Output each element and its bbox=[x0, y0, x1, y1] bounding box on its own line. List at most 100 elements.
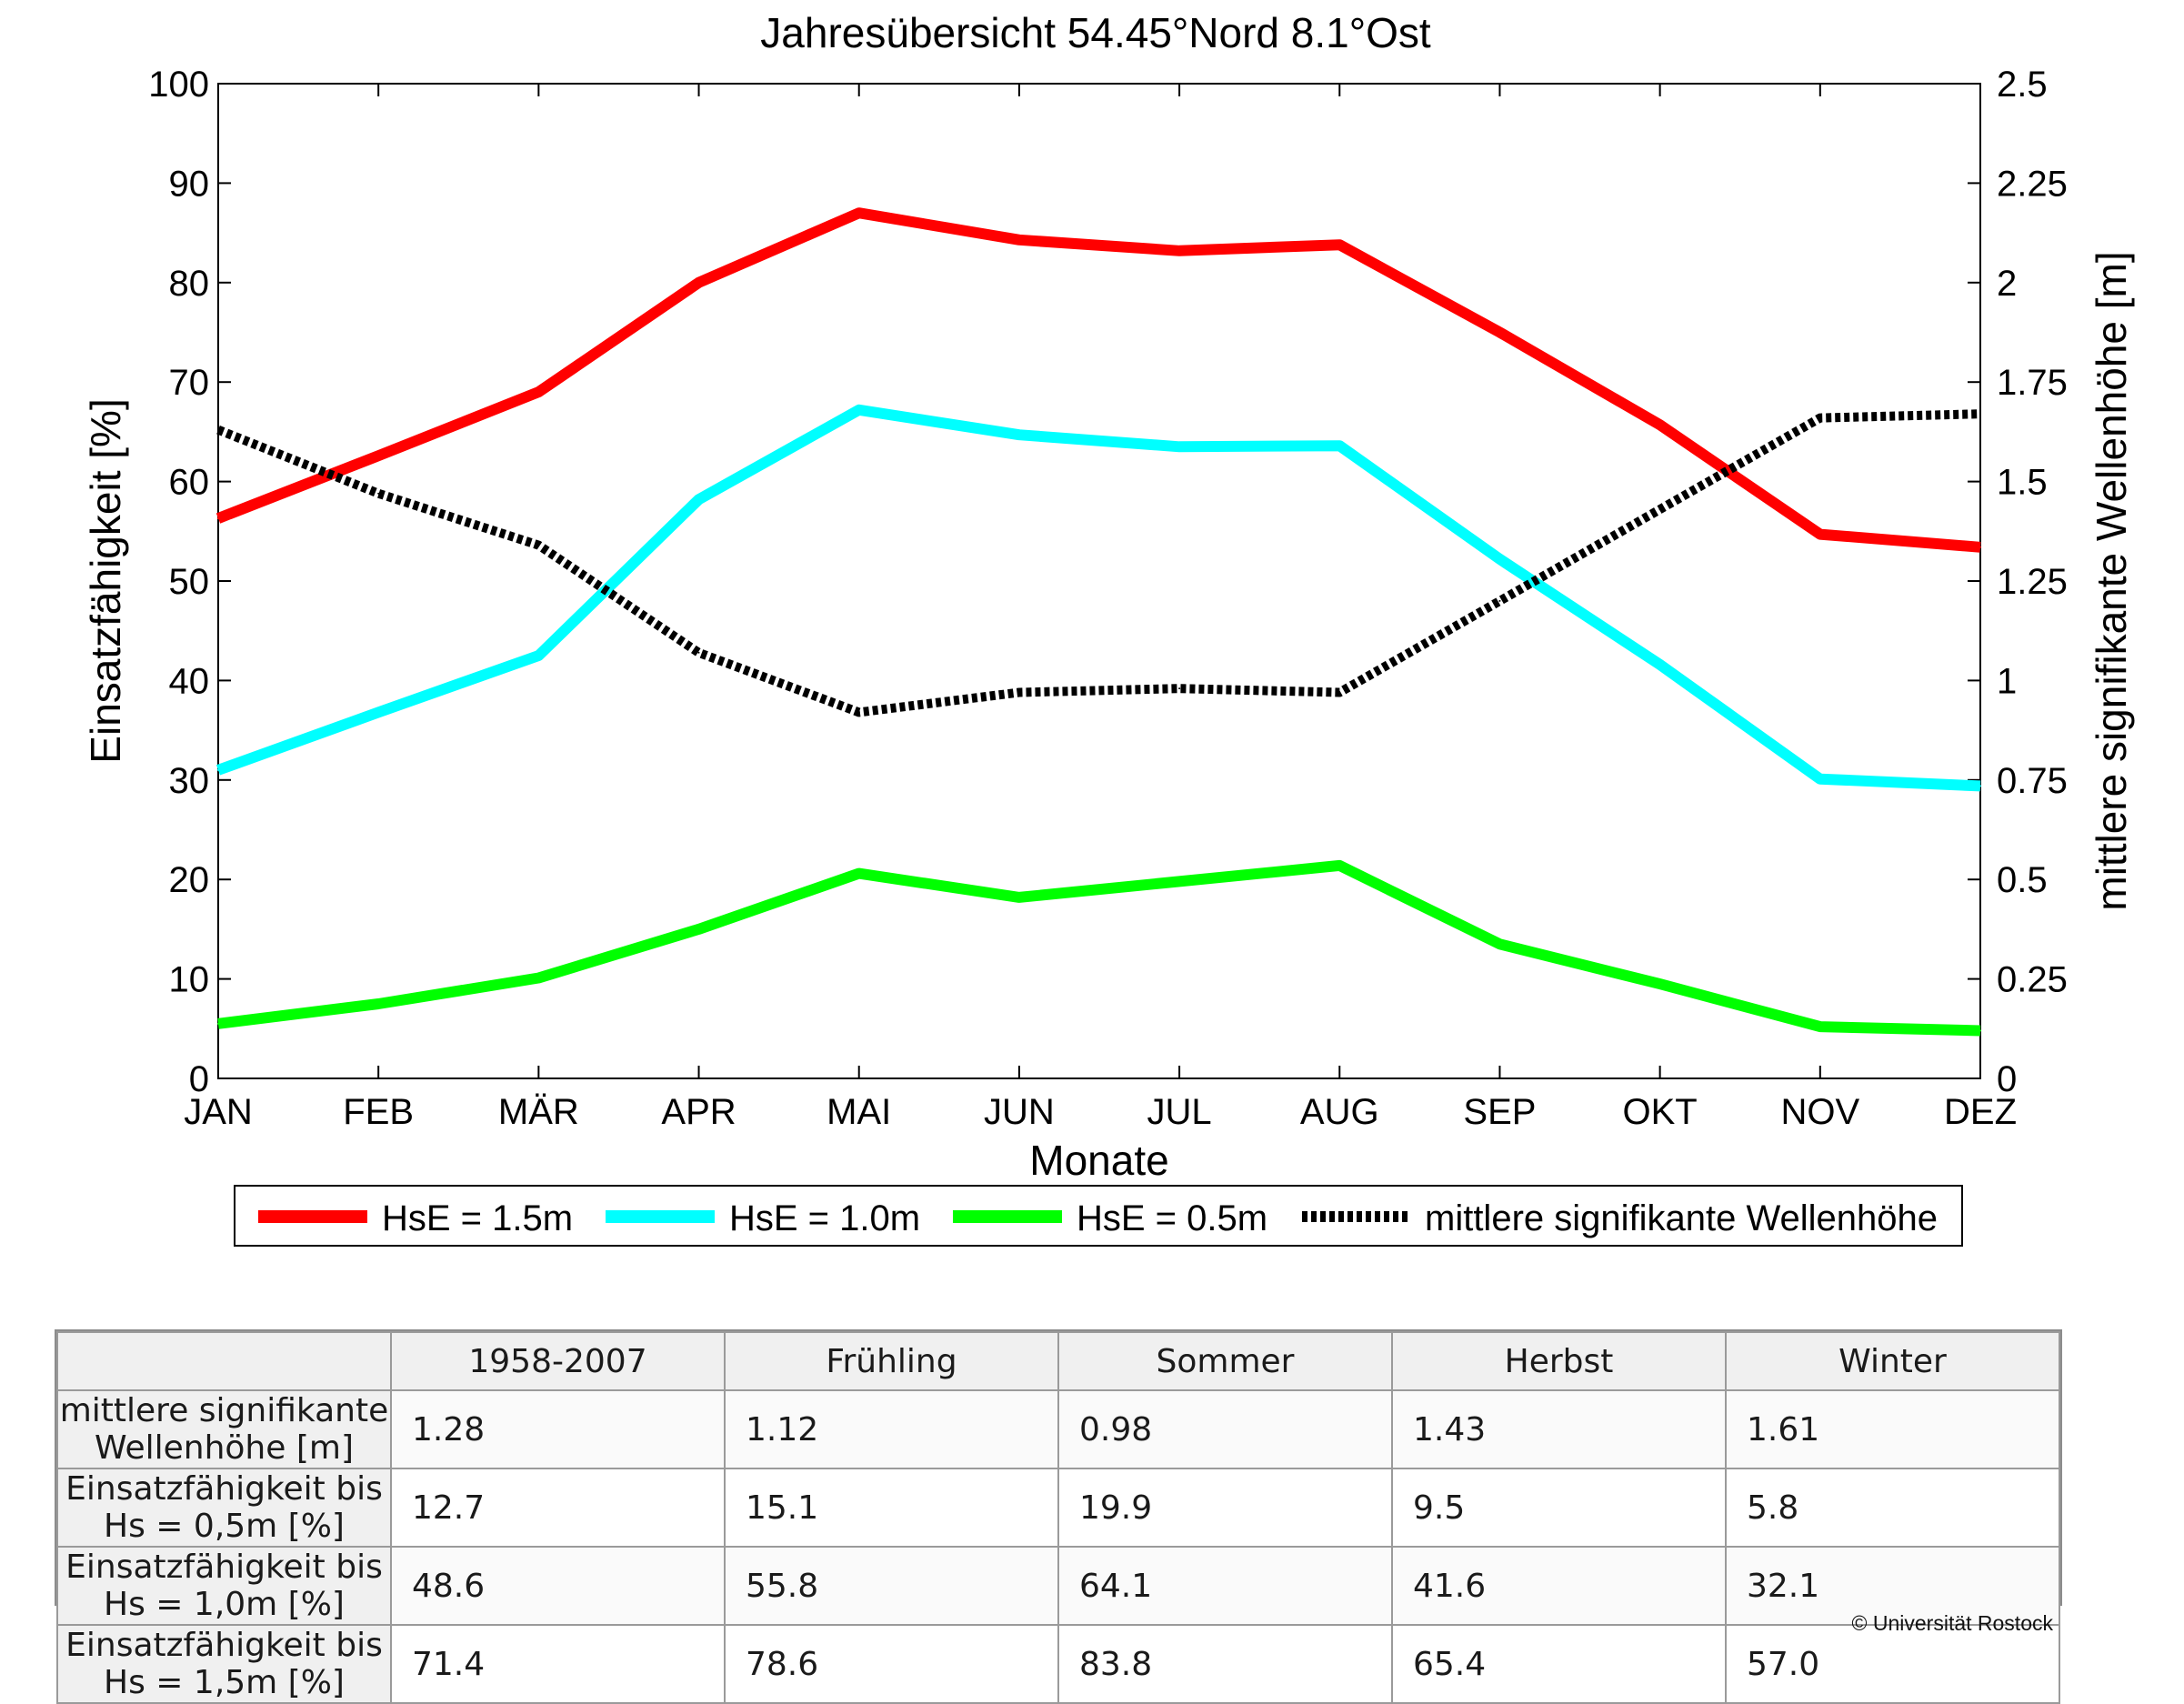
table-cell: 9.5 bbox=[1391, 1468, 1727, 1548]
chart-title: Jahresübersicht 54.45°Nord 8.1°Ost bbox=[760, 9, 1431, 56]
statistics-table: 1958-2007 Frühling Sommer Herbst Winter … bbox=[55, 1329, 2062, 1704]
x-tick-label: JUN bbox=[984, 1092, 1055, 1132]
data-point-2 bbox=[537, 977, 540, 979]
data-point-2 bbox=[857, 872, 860, 875]
y2-tick-label: 0 bbox=[1997, 1059, 2017, 1099]
row-label: Einsatzfähigkeit bis Hs = 1,0m [%] bbox=[56, 1546, 392, 1626]
series-line-1 bbox=[215, 404, 1981, 792]
column-header: Winter bbox=[1725, 1331, 2060, 1391]
x-tick-label: MÄR bbox=[498, 1092, 579, 1132]
data-point-0 bbox=[1658, 424, 1661, 426]
x-tick-label: FEB bbox=[343, 1092, 414, 1132]
y-tick-label: 50 bbox=[169, 562, 210, 602]
data-point-0 bbox=[217, 517, 219, 520]
x-tick-label: AUG bbox=[1300, 1092, 1379, 1132]
table-cell: 41.6 bbox=[1391, 1546, 1727, 1626]
data-point-2 bbox=[697, 927, 700, 930]
tick-labels: 0 10 20 30 40 50 60 70 80 90 100 0 0.25 0.5 0.75 1 1.25 1… bbox=[148, 65, 2068, 1132]
data-point-2 bbox=[1338, 864, 1341, 867]
data-point-1 bbox=[1017, 434, 1020, 436]
data-point-3 bbox=[377, 492, 380, 495]
table-cell: 1.12 bbox=[724, 1389, 1059, 1469]
y2-tick-label: 1.75 bbox=[1997, 363, 2068, 403]
table-cell: 0.98 bbox=[1057, 1389, 1393, 1469]
series-line-0 bbox=[215, 207, 1981, 553]
column-header: Herbst bbox=[1391, 1331, 1727, 1391]
column-header: Sommer bbox=[1057, 1331, 1393, 1391]
table-cell: 71.4 bbox=[390, 1624, 726, 1704]
data-point-2 bbox=[1178, 880, 1181, 883]
table-row: Einsatzfähigkeit bis Hs = 1,5m [%] 71.4 … bbox=[56, 1624, 2060, 1704]
legend-label-wave-height: mittlere signifikante Wellenhöhe bbox=[1425, 1198, 1938, 1238]
data-point-3 bbox=[1818, 416, 1821, 419]
data-point-1 bbox=[537, 655, 540, 657]
legend-label-hse-05: HsE = 0.5m bbox=[1077, 1198, 1267, 1238]
x-tick-label: OKT bbox=[1623, 1092, 1698, 1132]
y2-tick-label: 0.25 bbox=[1997, 960, 2068, 1000]
y2-tick-label: 0.5 bbox=[1997, 860, 2048, 900]
table-row: mittlere signifikante Wellenhöhe [m] 1.2… bbox=[56, 1389, 2060, 1469]
data-point-2 bbox=[1979, 1029, 1981, 1032]
data-point-1 bbox=[1178, 446, 1181, 448]
data-point-0 bbox=[1338, 244, 1341, 246]
data-point-1 bbox=[1658, 663, 1661, 666]
table-cell: 1.43 bbox=[1391, 1389, 1727, 1469]
y2-tick-label: 1 bbox=[1997, 661, 2017, 701]
y-tick-label: 40 bbox=[169, 661, 210, 701]
data-point-2 bbox=[1818, 1026, 1821, 1028]
data-point-3 bbox=[1017, 691, 1020, 694]
y-tick-label: 60 bbox=[169, 463, 210, 503]
row-label: Einsatzfähigkeit bis Hs = 1,5m [%] bbox=[56, 1624, 392, 1704]
y-tick-label: 10 bbox=[169, 960, 210, 1000]
series-line-3 bbox=[216, 409, 1981, 717]
x-tick-label: JUL bbox=[1147, 1092, 1212, 1132]
legend-label-hse-10: HsE = 1.0m bbox=[729, 1198, 920, 1238]
y-tick-label: 30 bbox=[169, 761, 210, 801]
table-cell: 1.61 bbox=[1725, 1389, 2060, 1469]
y2-tick-label: 1.5 bbox=[1997, 463, 2048, 503]
table-row: Einsatzfähigkeit bis Hs = 0,5m [%] 12.7 … bbox=[56, 1468, 2060, 1548]
table-cell: 83.8 bbox=[1057, 1624, 1393, 1704]
y2-tick-label: 2.25 bbox=[1997, 164, 2068, 204]
y-tick-label: 80 bbox=[169, 264, 210, 304]
table-cell: 48.6 bbox=[390, 1546, 726, 1626]
legend-box bbox=[234, 1185, 1963, 1247]
data-point-1 bbox=[1338, 445, 1341, 447]
data-point-1 bbox=[217, 768, 219, 771]
x-tick-label: SEP bbox=[1463, 1092, 1536, 1132]
data-point-0 bbox=[1818, 533, 1821, 536]
data-point-3 bbox=[1658, 508, 1661, 511]
copyright-notice: © Universität Rostock bbox=[1851, 1611, 2053, 1635]
y-tick-label: 0 bbox=[189, 1059, 209, 1099]
y-tick-label: 90 bbox=[169, 164, 210, 204]
data-point-3 bbox=[537, 544, 540, 546]
y2-tick-label: 1.25 bbox=[1997, 562, 2068, 602]
data-point-0 bbox=[1979, 546, 1981, 548]
data-point-1 bbox=[1498, 557, 1501, 560]
data-point-3 bbox=[1498, 599, 1501, 602]
data-point-0 bbox=[1178, 249, 1181, 252]
data-point-1 bbox=[1818, 777, 1821, 780]
table-cell: 55.8 bbox=[724, 1546, 1059, 1626]
row-label: mittlere signifikante Wellenhöhe [m] bbox=[56, 1389, 392, 1469]
x-axis-label: Monate bbox=[1029, 1137, 1168, 1184]
table-cell: 5.8 bbox=[1725, 1468, 2060, 1548]
y-tick-label: 20 bbox=[169, 860, 210, 900]
x-tick-label: JAN bbox=[184, 1092, 253, 1132]
data-point-2 bbox=[1017, 896, 1020, 898]
data-point-1 bbox=[1979, 785, 1981, 787]
table-cell: 78.6 bbox=[724, 1624, 1059, 1704]
table-cell: 19.9 bbox=[1057, 1468, 1393, 1548]
y-axis-label: Einsatzfähigkeit [%] bbox=[82, 398, 129, 763]
x-tick-label: APR bbox=[661, 1092, 736, 1132]
tick-marks bbox=[217, 83, 1981, 1079]
table-corner-cell bbox=[56, 1331, 392, 1391]
data-point-3 bbox=[1979, 413, 1981, 416]
data-point-0 bbox=[1498, 331, 1501, 334]
data-point-0 bbox=[377, 455, 380, 457]
x-tick-label: DEZ bbox=[1944, 1092, 2017, 1132]
y2-tick-label: 2 bbox=[1997, 264, 2017, 304]
data-point-0 bbox=[857, 212, 860, 215]
table-cell: 12.7 bbox=[390, 1468, 726, 1548]
series-lines bbox=[215, 207, 1981, 1037]
